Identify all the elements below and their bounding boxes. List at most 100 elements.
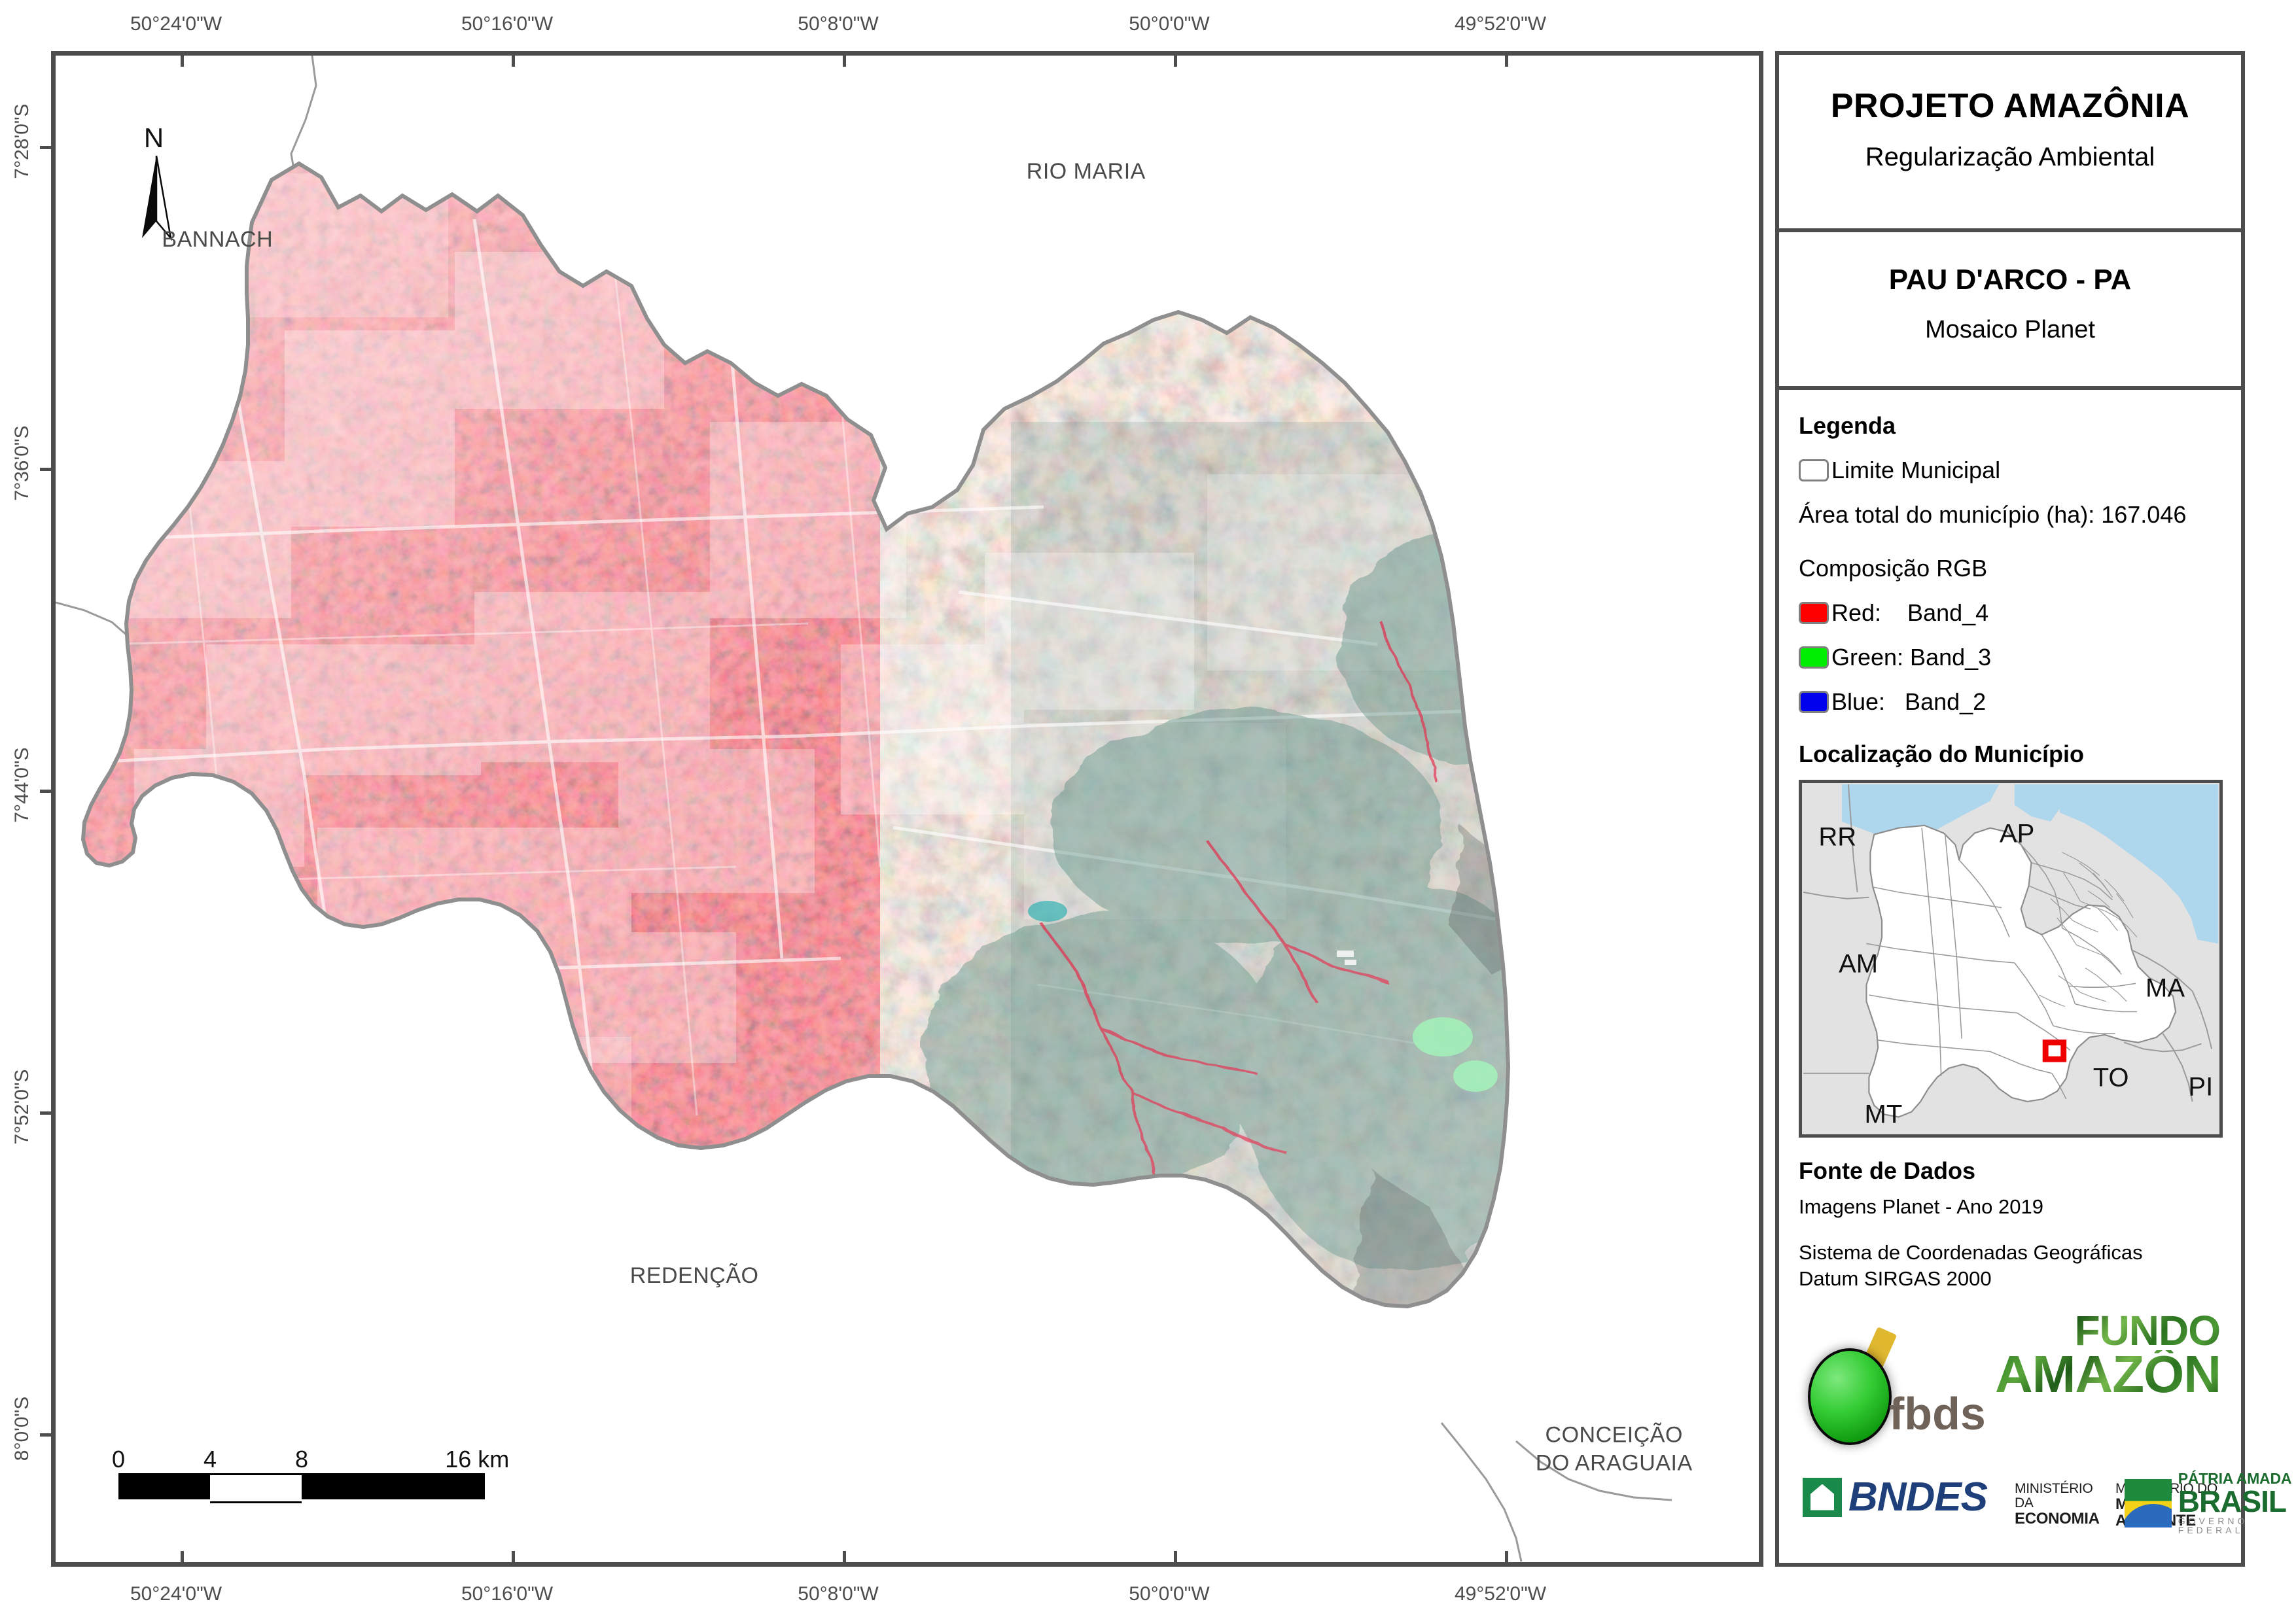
ocean-area	[1842, 784, 2219, 944]
ministerio-economia-top: MINISTÉRIO DA	[2015, 1481, 2093, 1511]
rgb-composition-heading: Composição RGB	[1799, 555, 1988, 582]
state-label-ap: AP	[1999, 819, 2035, 848]
fbds-wordmark: fbds	[1889, 1388, 1986, 1439]
tick-bot-4	[1174, 1551, 1177, 1567]
red-band-swatch-icon	[1799, 602, 1829, 624]
page-title: PROJETO AMAZÔNIA	[1830, 87, 2190, 125]
side-panel: PROJETO AMAZÔNIA Regularização Ambiental…	[1775, 51, 2291, 1567]
source-heading: Fonte de Dados	[1799, 1157, 1976, 1184]
state-label-ma: MA	[2146, 973, 2185, 1003]
green-band-label: Green: Band_3	[1831, 644, 1992, 671]
tick-bot-3	[843, 1551, 846, 1567]
area-total-line: Área total do município (ha): 167.046	[1799, 501, 2187, 528]
tick-top-2	[512, 51, 515, 67]
lon-label-top-2: 50°16'0"W	[461, 13, 554, 35]
place-label-redencao: REDENÇÃO	[629, 1263, 759, 1289]
municipality-product: Mosaico Planet	[1925, 316, 2095, 343]
blue-band-swatch-icon	[1799, 691, 1829, 713]
brasil-flag-icon	[2125, 1478, 2172, 1527]
neighbour-state-lines	[1803, 784, 2213, 1102]
tick-bot-2	[512, 1551, 515, 1567]
locator-heading: Localização do Município	[1799, 741, 2085, 767]
map-frame: N BANNACH RIO MARIA REDENÇÃO CONCEIÇÃO D…	[40, 51, 1763, 1567]
tick-left-5	[40, 1433, 56, 1437]
governo-federal-logo: PÁTRIA AMADA BRASIL GOVERNO FEDERAL	[2125, 1471, 2295, 1535]
lon-label-bot-1: 50°24'0"W	[130, 1583, 222, 1605]
source-line-2: Sistema de Coordenadas Geográficas	[1799, 1241, 2143, 1264]
tick-top-5	[1505, 51, 1508, 67]
lon-label-bot-2: 50°16'0"W	[461, 1583, 554, 1605]
brasil-text: BRASIL	[2178, 1484, 2287, 1518]
tick-left-3	[40, 790, 56, 793]
tick-left-4	[40, 1111, 56, 1115]
lon-label-top-5: 49°52'0"W	[1454, 13, 1547, 35]
source-line-1: Imagens Planet - Ano 2019	[1799, 1195, 2043, 1218]
limite-municipal-swatch-icon	[1799, 459, 1829, 481]
page-subtitle: Regularização Ambiental	[1865, 143, 2155, 171]
municipality-boundaries	[1866, 828, 2138, 1100]
state-label-to: TO	[2093, 1063, 2129, 1092]
tick-bot-1	[181, 1551, 184, 1567]
map-canvas[interactable]: N BANNACH RIO MARIA REDENÇÃO CONCEIÇÃO D…	[56, 56, 1759, 1562]
scale-tick-8: 8	[294, 1446, 309, 1473]
lon-label-bot-3: 50°8'0"W	[798, 1583, 879, 1605]
lon-label-top-1: 50°24'0"W	[130, 13, 222, 35]
locator-map[interactable]: RR AP AM MA TO PI MT	[1799, 780, 2223, 1138]
lon-label-bot-4: 50°0'0"W	[1129, 1583, 1210, 1605]
legend-heading: Legenda	[1799, 412, 1896, 439]
legend-item-limite-municipal[interactable]: Limite Municipal	[1799, 457, 2221, 484]
lat-label-1: 7°28'0"S	[11, 103, 33, 179]
scale-tick-0: 0	[111, 1446, 126, 1473]
tick-top-3	[843, 51, 846, 67]
blue-band-label: Blue: Band_2	[1831, 688, 1987, 715]
legend-box: Legenda Limite Municipal Área total do m…	[1775, 386, 2291, 1567]
red-band-label: Red: Band_4	[1831, 599, 1989, 626]
green-band-swatch-icon	[1799, 646, 1829, 669]
scale-bar: 0 4 8 16 km	[112, 1446, 509, 1503]
governo-federal-text: GOVERNO FEDERAL	[2178, 1516, 2248, 1535]
legend-item-band-red[interactable]: Red: Band_4	[1799, 599, 2221, 627]
state-label-rr: RR	[1818, 822, 1857, 852]
tick-top-1	[181, 51, 184, 67]
north-arrow: N	[128, 124, 180, 245]
lat-label-2: 7°36'0"S	[11, 425, 33, 501]
tick-left-2	[40, 468, 56, 471]
lat-label-3: 7°44'0"S	[11, 747, 33, 823]
limite-municipal-label: Limite Municipal	[1831, 457, 2001, 483]
bndes-logo: BNDES	[1803, 1474, 1988, 1520]
legend-item-band-blue[interactable]: Blue: Band_2	[1799, 688, 2221, 716]
state-label-mt: MT	[1864, 1100, 1903, 1129]
tick-left-1	[40, 146, 56, 149]
lat-label-4: 7°52'0"S	[11, 1069, 33, 1145]
source-line-3: Datum SIRGAS 2000	[1799, 1267, 1992, 1290]
tick-bot-5	[1505, 1551, 1508, 1567]
ministerio-economia-bottom: ECONOMIA	[2015, 1510, 2100, 1528]
place-label-rio-maria: RIO MARIA	[1026, 159, 1146, 184]
title-box: PROJETO AMAZÔNIA Regularização Ambiental	[1775, 51, 2245, 232]
fundo-amazonia-logo: FUNDO AMAZÔNIA	[1995, 1310, 2272, 1426]
lon-label-bot-5: 49°52'0"W	[1454, 1583, 1547, 1605]
municipal-limit-outline	[80, 161, 1511, 1309]
bndes-mark-icon	[1803, 1477, 1842, 1517]
lat-label-5: 8°0'0"S	[11, 1396, 33, 1461]
place-label-conceicao-do-araguaia: CONCEIÇÃO DO ARAGUAIA	[1535, 1422, 1693, 1476]
highlight-box-icon	[2042, 1039, 2067, 1062]
tick-top-4	[1174, 51, 1177, 67]
scale-tick-4: 4	[203, 1446, 217, 1473]
lon-label-top-4: 50°0'0"W	[1129, 13, 1210, 35]
scale-tick-16: 16 km	[445, 1446, 510, 1473]
satellite-imagery	[56, 56, 1759, 1562]
ministries-logo: MINISTÉRIO DA ECONOMIA MINISTÉRIO DO MEI…	[2015, 1481, 2221, 1529]
north-arrow-label: N	[143, 122, 164, 153]
logo-strip: fbds FUNDO AMAZÔNIA BNDES MINISTÉRIO DA …	[1799, 1310, 2291, 1572]
bndes-wordmark: BNDES	[1848, 1475, 1988, 1520]
ministerio-economia: MINISTÉRIO DA ECONOMIA	[2015, 1481, 2101, 1529]
legend-item-band-green[interactable]: Green: Band_3	[1799, 644, 2221, 671]
municipality-name: PAU D'ARCO - PA	[1888, 264, 2132, 296]
state-label-am: AM	[1839, 949, 1879, 979]
place-label-bannach: BANNACH	[162, 226, 274, 252]
state-label-pi: PI	[2188, 1072, 2214, 1101]
fundo-amazonia-line-2: AMAZÔNIA	[1995, 1344, 2272, 1403]
lon-label-top-3: 50°8'0"W	[798, 13, 879, 35]
municipality-box: PAU D'ARCO - PA Mosaico Planet	[1775, 228, 2245, 390]
